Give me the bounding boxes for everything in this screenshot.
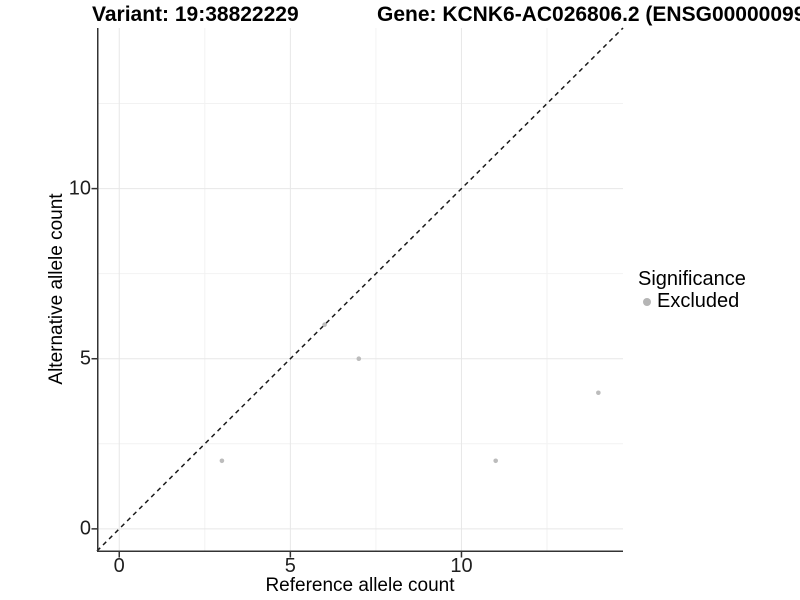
data-point — [596, 390, 601, 396]
legend-title: Significance — [638, 268, 746, 290]
x-tick-label: 5 — [284, 555, 296, 577]
data-point — [219, 458, 225, 464]
y-axis-tick-labels: 0 5 10 — [58, 28, 91, 552]
legend-item-label: Excluded — [657, 290, 740, 312]
data-point — [322, 322, 327, 328]
plot-panel — [91, 27, 624, 558]
data-point — [493, 458, 498, 464]
y-axis-title: Alternative allele count — [46, 193, 67, 385]
variant-title: Variant: 19:38822229 — [92, 3, 299, 26]
y-tick-label: 5 — [79, 347, 91, 370]
y-tick-label: 0 — [79, 517, 91, 540]
point-key-icon — [643, 297, 651, 306]
gene-title: Gene: KCNK6-AC026806.2 (ENSG0000009933 — [377, 3, 800, 26]
x-axis-tick-labels: 0 5 10 — [97, 556, 623, 578]
data-point — [356, 356, 362, 362]
y-tick-label: 10 — [68, 177, 91, 200]
x-axis-title: Reference allele count — [265, 575, 455, 596]
x-tick-label: 0 — [113, 555, 125, 577]
scatter-plot — [91, 27, 624, 558]
legend-item-excluded: Excluded — [638, 291, 746, 312]
legend: Significance Excluded — [638, 269, 746, 312]
x-tick-label: 10 — [450, 555, 473, 577]
identity-dashed-line — [96, 27, 624, 552]
